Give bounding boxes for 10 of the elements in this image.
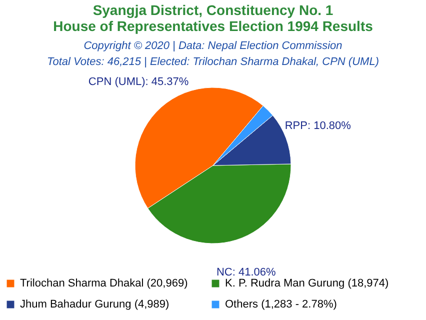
legend-label: Others (1,283 - 2.78%) — [225, 298, 337, 310]
data-label: CPN (UML): 45.37% — [88, 76, 189, 88]
chart-subtitle: Copyright © 2020 | Data: Nepal Election Commission — [84, 40, 342, 52]
legend-label: Jhum Bahadur Gurung (4,989) — [20, 298, 170, 310]
legend-label: Trilochan Sharma Dhakal (20,969) — [20, 278, 188, 290]
data-label: NC: 41.06% — [216, 266, 276, 278]
text: Total Votes: 46,215 | Elected: Trilochan Sharma Dhakal, CPN (UML) — [47, 56, 380, 68]
data-label: RPP: 10.80% — [284, 120, 352, 132]
chart-title: Syangja District, Constituency No. 1 House of Representatives Election 1994 Results — [53, 2, 374, 34]
legend-label: K. P. Rudra Man Gurung (18,974) — [225, 278, 389, 290]
